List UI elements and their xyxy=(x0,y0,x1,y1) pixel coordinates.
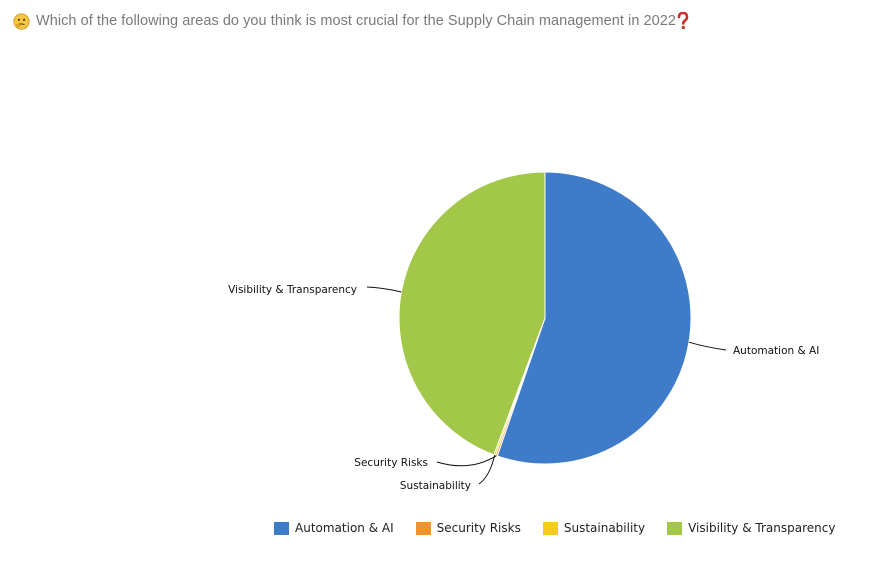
slice-label-security-risks: Security Risks xyxy=(354,457,428,469)
legend-label: Automation & AI xyxy=(295,521,394,535)
pie-slices xyxy=(398,171,692,465)
pie-slice-visibility-and-transparency[interactable] xyxy=(398,171,546,456)
survey-question: Which of the following areas do you thin… xyxy=(13,12,689,30)
legend-label: Sustainability xyxy=(563,521,646,535)
red-question-mark-icon xyxy=(677,12,689,30)
slice-label-visibility-and-transparency: Visibility & Transparency xyxy=(228,284,357,296)
legend-swatch xyxy=(542,521,558,535)
chart-legend: Automation & AI Security Risks Sustainabil… xyxy=(274,521,857,535)
label-leaders xyxy=(366,286,727,485)
legend-swatch xyxy=(415,521,431,535)
thinking-face-icon xyxy=(13,12,30,30)
question-text: Which of the following areas do you thin… xyxy=(36,13,676,29)
legend-item-sustainability[interactable]: Sustainability xyxy=(542,521,646,535)
legend-swatch xyxy=(274,521,289,535)
slice-label-sustainability: Sustainability xyxy=(400,480,471,492)
slice-labels: Automation & AI Security Risks Sustainabil… xyxy=(228,284,819,492)
leader-line-sustainability xyxy=(478,454,496,485)
pie-slice-automation-and-ai[interactable] xyxy=(496,171,692,465)
legend-swatch xyxy=(667,521,683,535)
legend-item-visibility-and-transparency[interactable]: Visibility & Transparency xyxy=(667,521,835,535)
legend-label: Visibility & Transparency xyxy=(688,521,836,535)
slice-label-automation-and-ai: Automation & AI xyxy=(733,345,819,357)
legend-item-automation-and-ai[interactable]: Automation & AI xyxy=(274,521,394,535)
leader-line-security-risks xyxy=(436,455,497,467)
leader-line-automation-and-ai xyxy=(688,341,727,351)
legend-item-security-risks[interactable]: Security Risks xyxy=(415,521,521,535)
leader-line-visibility-and-transparency xyxy=(366,286,402,293)
legend-label: Security Risks xyxy=(436,521,521,535)
